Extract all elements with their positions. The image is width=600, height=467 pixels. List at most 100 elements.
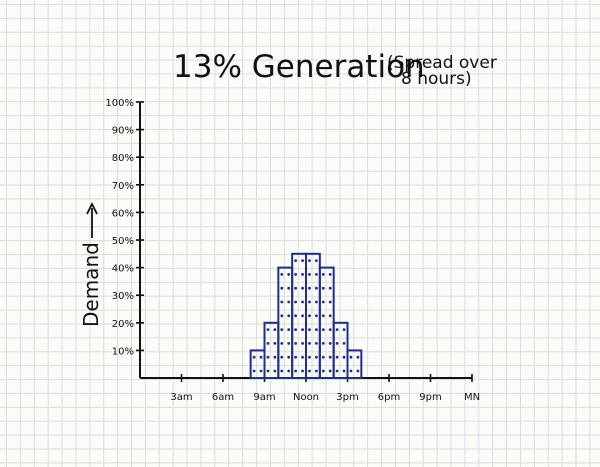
- bar-dot: [294, 286, 298, 290]
- bar-dot: [308, 273, 311, 276]
- bar-dot: [321, 369, 325, 373]
- x-tick-label: 3am: [170, 392, 192, 403]
- bar-outline: [249, 349, 266, 379]
- bar-dot: [301, 314, 304, 318]
- bar-dot: [314, 369, 318, 373]
- bar: [291, 252, 307, 379]
- axes: [86, 101, 473, 382]
- bar-dot: [328, 286, 332, 290]
- bar-dot: [342, 342, 346, 345]
- bar-dot: [321, 342, 325, 345]
- chart-subtitle-line2: 8 hours): [401, 69, 472, 89]
- bar: [332, 321, 349, 379]
- x-tick-label: 9pm: [419, 392, 441, 403]
- bar-dot: [328, 342, 332, 345]
- bar-dot: [308, 369, 311, 373]
- bar-dot: [328, 355, 332, 359]
- bar-dot: [301, 286, 304, 290]
- bar-dot: [294, 355, 298, 359]
- bar-dot: [314, 342, 318, 345]
- bar-dot: [287, 273, 291, 276]
- bar-dot: [287, 342, 291, 345]
- bar-dot: [280, 369, 284, 373]
- bar: [346, 349, 363, 379]
- bar-dot: [294, 259, 298, 262]
- x-tick-label: 6pm: [378, 392, 400, 403]
- bar-dot: [314, 273, 318, 276]
- bar-dot: [252, 369, 256, 373]
- bar-dot: [266, 355, 270, 359]
- tick-labels: 10% 20% 30% 40% 50% 60% 70% 80% 90% 100% 3am 6am 9am…: [105, 98, 480, 403]
- bar-dot: [342, 355, 346, 359]
- bar-dot: [308, 342, 311, 345]
- bar-dot: [280, 342, 284, 345]
- bar-dot: [294, 314, 298, 318]
- bar: [249, 349, 266, 379]
- bar-dot: [335, 369, 339, 373]
- bar-dot: [335, 355, 339, 359]
- bar-dot: [273, 328, 277, 331]
- bar-dot: [314, 314, 318, 318]
- bar-dot: [328, 314, 332, 318]
- x-tick-label: 9am: [253, 392, 275, 403]
- bar-dot: [328, 273, 332, 276]
- y-tick-label: 100%: [105, 98, 134, 109]
- bar-dot: [294, 300, 298, 304]
- bar-dot: [294, 273, 298, 276]
- bars: [249, 252, 363, 380]
- bar-dot: [321, 286, 325, 290]
- bar-dot: [314, 300, 318, 304]
- bar-dot: [280, 314, 284, 318]
- bar-dot: [328, 328, 332, 331]
- bar-dot: [273, 369, 277, 373]
- y-tick-label: 20%: [112, 319, 134, 330]
- y-tick-label: 40%: [112, 264, 134, 275]
- bar: [318, 266, 335, 380]
- bar-dot: [301, 259, 304, 262]
- bar-dot: [335, 328, 339, 331]
- bar-dot: [328, 369, 332, 373]
- bar-dot: [287, 300, 291, 304]
- bar-dot: [314, 286, 318, 290]
- bar-dot: [308, 328, 311, 331]
- bar-dot: [280, 328, 284, 331]
- y-tick-label: 90%: [112, 126, 134, 137]
- bar: [305, 252, 321, 379]
- bar-dot: [342, 328, 346, 331]
- bar-dot: [314, 355, 318, 359]
- chart-subtitle-line1: (Spread over: [387, 53, 497, 73]
- y-axis-label: Demand: [79, 242, 103, 327]
- bar-dot: [314, 328, 318, 331]
- bar-dot: [349, 355, 353, 359]
- bar-dot: [321, 355, 325, 359]
- bar-dot: [301, 300, 304, 304]
- bar: [263, 321, 280, 379]
- bar-dot: [308, 300, 311, 304]
- y-tick-label: 80%: [112, 153, 134, 164]
- x-tick-label: MN: [464, 392, 480, 403]
- bar-dot: [301, 342, 304, 345]
- bar-dot: [356, 355, 360, 359]
- bar-dot: [266, 369, 270, 373]
- bar-dot: [273, 355, 277, 359]
- bar: [277, 266, 294, 380]
- bar-dot: [308, 355, 311, 359]
- y-axis-arrow-icon: [86, 201, 98, 238]
- bar-dot: [280, 286, 284, 290]
- bar-dot: [266, 328, 270, 331]
- bar-dot: [349, 369, 353, 373]
- bar-dot: [321, 273, 325, 276]
- bar-dot: [259, 355, 263, 359]
- bar-dot: [301, 355, 304, 359]
- bar-dot: [287, 328, 291, 331]
- bar-dot: [342, 369, 346, 373]
- bar-dot: [280, 355, 284, 359]
- bar-dot: [321, 328, 325, 331]
- bar-dot: [301, 369, 304, 373]
- bar-outline: [277, 266, 294, 380]
- bar-outline: [332, 321, 349, 379]
- y-tick-label: 60%: [112, 208, 134, 219]
- bar-outline: [263, 321, 280, 379]
